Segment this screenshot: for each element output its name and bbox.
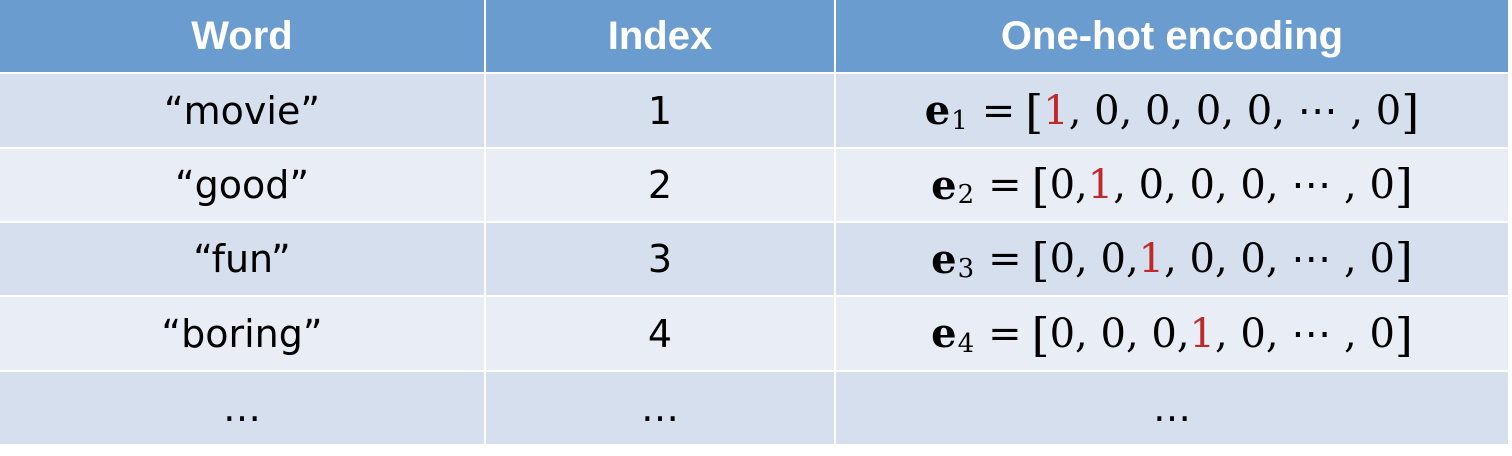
leading-values: 0, 0, [1049, 236, 1139, 282]
hot-value: 1 [1087, 162, 1114, 208]
hot-value: 1 [1043, 87, 1069, 134]
ellipsis-index: … [486, 372, 836, 446]
row-1-word: “movie” [0, 74, 486, 149]
leading-values: 0, 0, 0, [1049, 310, 1190, 357]
trailing-values: , 0, 0, 0, ⋯ , 0 [1113, 162, 1395, 208]
hot-value: 1 [1189, 310, 1215, 357]
equals-sign: = [988, 310, 1022, 357]
row-3-index: 3 [486, 223, 836, 297]
trailing-values: , 0, 0, 0, 0, ⋯ , 0 [1068, 87, 1402, 134]
ellipsis-word: … [0, 372, 486, 446]
row-2-index: 2 [486, 149, 836, 223]
row-3-encoding: e 3 =[0, 0, 1, 0, 0, ⋯ , 0] [836, 223, 1508, 297]
vector-subscript: 4 [957, 328, 975, 359]
row-3-word: “fun” [0, 223, 486, 297]
row-1-encoding: e 1 =[1, 0, 0, 0, 0, ⋯ , 0] [836, 74, 1508, 149]
vector-subscript: 3 [957, 254, 975, 284]
trailing-values: , 0, ⋯ , 0 [1214, 310, 1395, 357]
trailing-values: , 0, 0, ⋯ , 0 [1164, 236, 1395, 282]
open-bracket: [ [1031, 307, 1050, 362]
vector-symbol: e [931, 310, 957, 357]
open-bracket: [ [1025, 84, 1044, 139]
equals-sign: = [981, 87, 1016, 134]
header-encoding: One-hot encoding [836, 0, 1508, 74]
row-4-word: “boring” [0, 297, 486, 372]
close-bracket: ] [1394, 233, 1413, 287]
vector-symbol: e [931, 161, 957, 209]
equals-sign: = [988, 162, 1022, 208]
open-bracket: [ [1031, 233, 1050, 287]
close-bracket: ] [1394, 159, 1413, 213]
equals-sign: = [988, 236, 1022, 282]
ellipsis-encoding: … [836, 372, 1508, 446]
open-bracket: [ [1031, 159, 1050, 213]
row-2-word: “good” [0, 149, 486, 223]
vector-symbol: e [931, 235, 957, 283]
close-bracket: ] [1401, 84, 1420, 139]
hot-value: 1 [1138, 236, 1165, 282]
vector-symbol: e [924, 87, 951, 134]
row-1-index: 1 [486, 74, 836, 149]
vector-subscript: 1 [951, 105, 968, 136]
header-index: Index [486, 0, 836, 74]
row-2-encoding: e 2 =[0, 1, 0, 0, 0, ⋯ , 0] [836, 149, 1508, 223]
leading-values: 0, [1049, 162, 1088, 208]
vector-subscript: 2 [957, 180, 975, 210]
row-4-encoding: e 4 =[0, 0, 0, 1, 0, ⋯ , 0] [836, 297, 1508, 372]
row-4-index: 4 [486, 297, 836, 372]
close-bracket: ] [1394, 307, 1413, 362]
header-word: Word [0, 0, 486, 74]
